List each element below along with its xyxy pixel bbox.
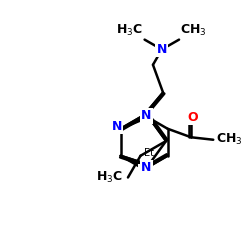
Text: H$_3$C: H$_3$C <box>96 170 123 185</box>
Text: Et: Et <box>144 148 154 158</box>
Text: N: N <box>112 120 122 133</box>
Text: N: N <box>139 165 149 178</box>
Text: O: O <box>187 111 198 124</box>
Text: H$_3$C: H$_3$C <box>116 23 143 38</box>
Text: N: N <box>141 161 152 174</box>
Text: CH$_3$: CH$_3$ <box>216 132 242 147</box>
Text: N: N <box>157 43 167 56</box>
Text: CH$_3$: CH$_3$ <box>180 23 207 38</box>
Text: N: N <box>141 110 152 122</box>
